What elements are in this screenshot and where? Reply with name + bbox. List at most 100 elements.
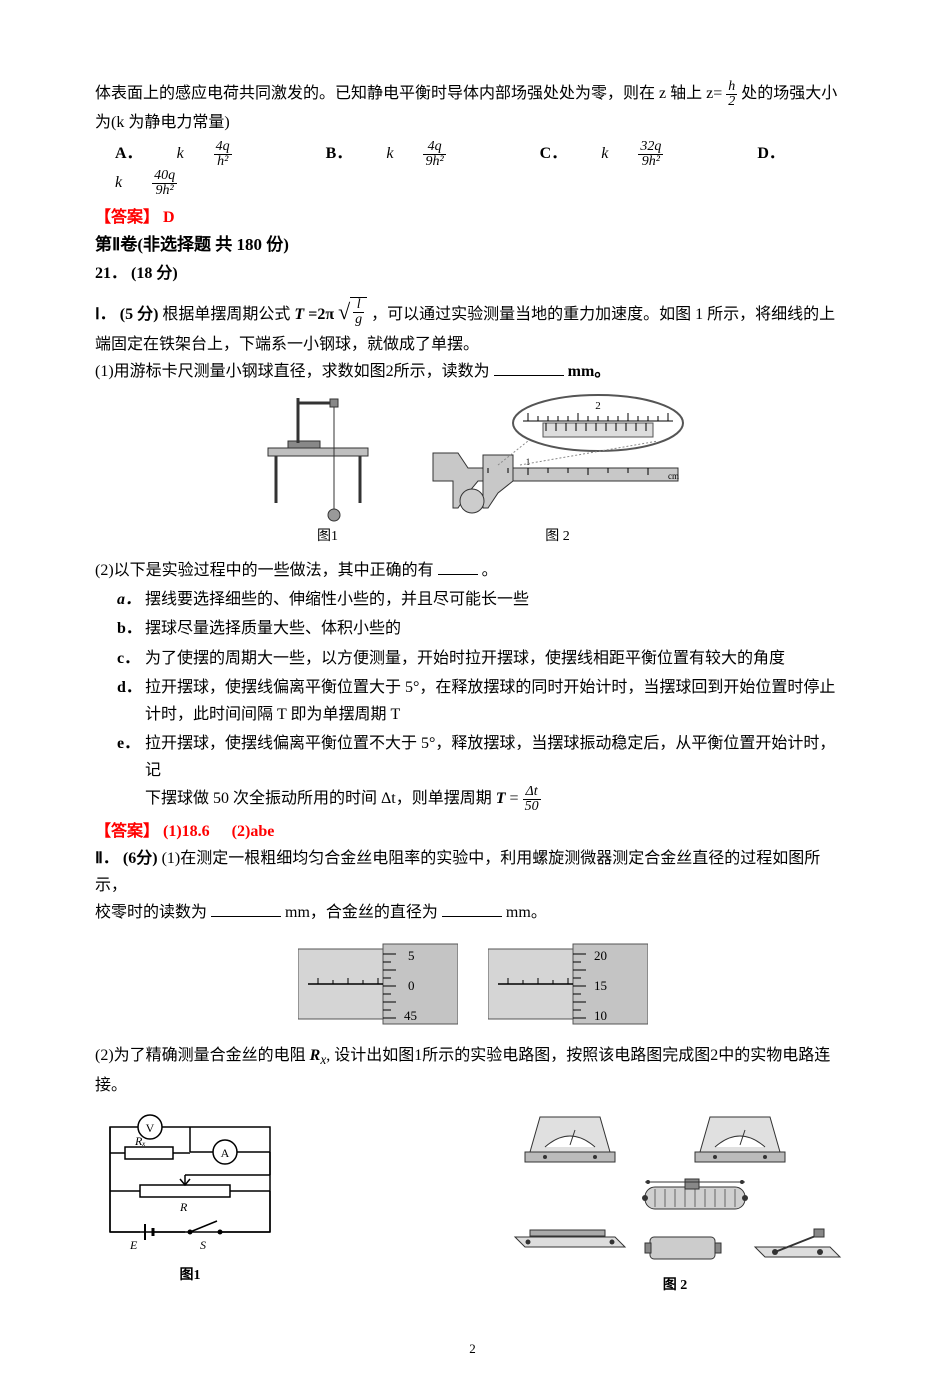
sqrt-num: l (353, 298, 364, 313)
figure-row-1: 图1 2 (95, 393, 850, 549)
exam-page: 体表面上的感应电荷共同激发的。已知静电平衡时导体内部场强处处为零，则在 z 轴上… (0, 0, 945, 1400)
option-a[interactable]: a．摆线要选择细些的、伸缩性小些的，并且尽可能长一些 (117, 586, 850, 613)
option-b[interactable]: b．摆球尽量选择质量大些、体积小些的 (117, 615, 850, 642)
figure-2-caliper: 2 (428, 393, 688, 549)
sqrt-body: lg (350, 297, 367, 327)
part-i-mid: ，可以通过实验测量当地的重力加速度。如图 1 所示，将细线的上 (371, 306, 835, 323)
part-ii-q2-c: 接。 (95, 1072, 850, 1099)
option-e-den: 50 (523, 800, 541, 814)
micrometer-left: 5 0 45 (298, 934, 458, 1034)
choice-c-num: 32q (638, 140, 663, 155)
choice-d-den: 9h² (152, 184, 177, 198)
choice-d-k: k (115, 174, 122, 191)
part-ii-number: Ⅱ． (95, 850, 119, 867)
choice-c-den: 9h² (638, 155, 663, 169)
answer-2-p1: (1)18.6 (163, 823, 210, 840)
prev-q-line2: 为(k 为静电力常量) (95, 109, 850, 136)
option-d-label: d． (117, 674, 145, 728)
answer-2-p2: (2)abe (232, 823, 275, 840)
apparatus-icon (500, 1107, 850, 1272)
circuit-caption: 图1 (180, 1264, 201, 1288)
figure-2-caption: 图 2 (545, 525, 570, 549)
rx-sub: x (320, 1052, 326, 1067)
choice-c-frac: 32q9h² (638, 140, 693, 169)
figure-1-pendulum: 图1 (258, 393, 398, 549)
choice-b-label: B． (326, 145, 353, 162)
part-i-q1-unit: mm。 (568, 363, 611, 380)
choice-c-label: C． (540, 145, 568, 162)
part-ii-l2a: 校零时的读数为 (95, 904, 207, 921)
blank-wire-diameter[interactable] (442, 900, 502, 917)
mic-r-mid: 15 (594, 978, 607, 993)
option-e-num: Δt (523, 785, 541, 800)
option-list: a．摆线要选择细些的、伸缩性小些的，并且尽可能长一些 b．摆球尽量选择质量大些、… (117, 586, 850, 813)
z-fraction: h 2 (726, 80, 737, 109)
blank-diameter[interactable] (494, 359, 564, 376)
part-i-q2: (2)以下是实验过程中的一些做法，其中正确的有 。 (95, 557, 850, 584)
option-e-line2: 下摆球做 50 次全振动所用的时间 Δt，则单摆周期 (145, 790, 496, 807)
option-e-line1: 拉开摆球，使摆线偏离平衡位置不大于 5°，释放摆球，当摆球振动稳定后，从平衡位置… (145, 735, 835, 779)
choice-a[interactable]: A． k4qh² (115, 145, 296, 162)
choice-a-k: k (177, 145, 184, 162)
answer-1-value: D (163, 209, 175, 226)
rheostat-icon (642, 1179, 748, 1209)
rx-label: Rₓ (134, 1134, 146, 1148)
choice-a-den: h² (214, 155, 232, 169)
option-e-label: e． (117, 730, 145, 813)
option-e-eq: = (510, 790, 519, 807)
answer-1-label: 【答案】 (95, 209, 159, 226)
battery-icon (645, 1237, 721, 1259)
figure-row-3: V A Rₓ (95, 1107, 850, 1298)
mic-r-bot: 10 (594, 1008, 607, 1023)
apparatus-layout: 图 2 (500, 1107, 850, 1298)
blank-correct-options[interactable] (438, 558, 478, 575)
option-c-text: 为了使摆的周期大一些，以方便测量，开始时拉开摆球，使摆线相距平衡位置有较大的角度 (145, 645, 850, 672)
q21-number: 21． (95, 265, 127, 282)
choice-d-label: D． (757, 145, 785, 162)
part-ii-l2c: mm。 (506, 904, 547, 921)
part-i-q1-text: (1)用游标卡尺测量小钢球直径，求数如图2所示，读数为 (95, 363, 490, 380)
option-c[interactable]: c．为了使摆的周期大一些，以方便测量，开始时拉开摆球，使摆线相距平衡位置有较大的… (117, 645, 850, 672)
e-label: E (129, 1238, 138, 1252)
page-number: 2 (95, 1338, 850, 1360)
mic-l-top: 5 (408, 948, 415, 963)
mic-l-bot: 45 (404, 1008, 417, 1023)
part-ii-line1: Ⅱ． (6分) (1)在测定一根粗细均匀合金丝电阻率的实验中，利用螺旋测微器测定… (95, 845, 850, 899)
choice-c-k: k (601, 145, 608, 162)
option-e[interactable]: e． 拉开摆球，使摆线偏离平衡位置不大于 5°，释放摆球，当摆球振动稳定后，从平… (117, 730, 850, 813)
switch-icon (755, 1229, 840, 1257)
apparatus-caption: 图 2 (663, 1274, 688, 1298)
choice-b[interactable]: B． k4q9h² (326, 145, 510, 162)
sqrt-expr: √ lg (338, 293, 367, 330)
option-e-body: 拉开摆球，使摆线偏离平衡位置不大于 5°，释放摆球，当摆球振动稳定后，从平衡位置… (145, 730, 850, 813)
s-label: S (200, 1238, 206, 1252)
option-d[interactable]: d．拉开摆球，使摆线偏离平衡位置大于 5°，在释放摆球的同时开始计时，当摆球回到… (117, 674, 850, 728)
caliper-tick-1: 1 (525, 457, 530, 467)
meter-2-icon (695, 1117, 785, 1162)
ammeter-label: A (221, 1146, 230, 1160)
option-b-label: b． (117, 615, 145, 642)
answer-1: 【答案】 D (95, 204, 850, 231)
z-frac-num: h (726, 80, 737, 95)
part-i-q2-text: (2)以下是实验过程中的一些做法，其中正确的有 (95, 562, 434, 579)
sqrt-den: g (353, 313, 364, 327)
choice-a-num: 4q (214, 140, 232, 155)
option-c-label: c． (117, 645, 145, 672)
option-d-text: 拉开摆球，使摆线偏离平衡位置大于 5°，在释放摆球的同时开始计时，当摆球回到开始… (145, 674, 850, 728)
choice-c[interactable]: C． k32q9h² (540, 145, 728, 162)
sqrt-frac: lg (353, 298, 364, 327)
choice-b-k: k (386, 145, 393, 162)
blank-zero-reading[interactable] (211, 900, 281, 917)
choice-d-frac: 40q9h² (152, 169, 207, 198)
answer-2: 【答案】 (1)18.6 (2)abe (95, 818, 850, 845)
caliper-unit: cm (668, 471, 679, 481)
part-i-number: Ⅰ． (95, 306, 116, 323)
figure-row-2: 5 0 45 20 15 10 (95, 934, 850, 1034)
part-ii-line2: 校零时的读数为 mm，合金丝的直径为 mm。 (95, 899, 850, 926)
part-i-q2-tail: 。 (482, 562, 498, 579)
prev-question-fragment: 体表面上的感应电荷共同激发的。已知静电平衡时导体内部场强处处为零，则在 z 轴上… (95, 80, 850, 109)
q21-header: 21． (18 分) (95, 260, 850, 287)
part-ii-text1: (1)在测定一根粗细均匀合金丝电阻率的实验中，利用螺旋测微器测定合金丝直径的过程… (95, 850, 820, 894)
part-i-line2: 端固定在铁架台上，下端系一小钢球，就做成了单摆。 (95, 331, 850, 358)
option-e-T: T (496, 790, 506, 807)
